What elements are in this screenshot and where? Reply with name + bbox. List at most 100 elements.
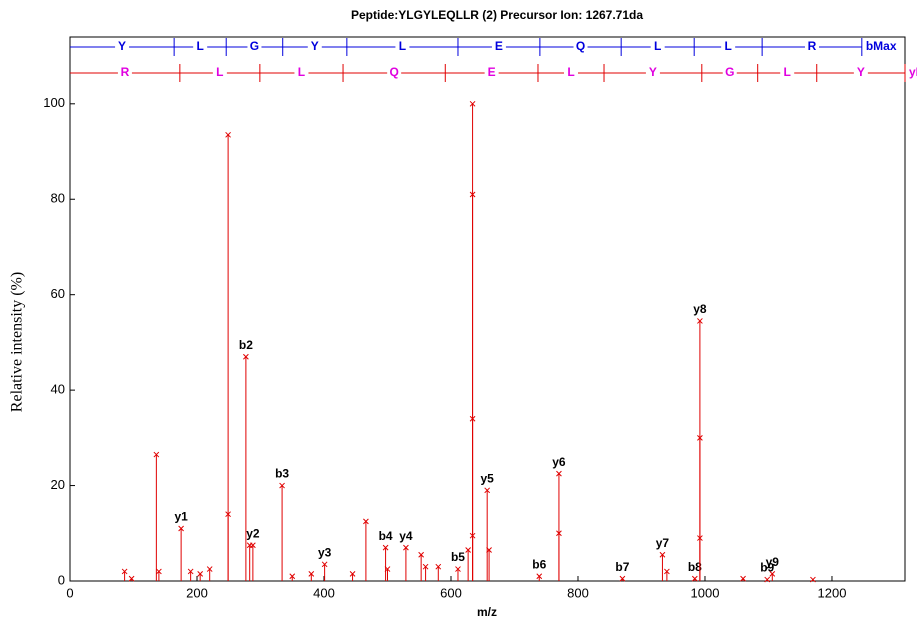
peak-marker [384,566,391,572]
ladder-residue: L [399,39,406,53]
ladder-name: bMax [866,39,897,53]
peak-marker [418,551,424,558]
peak-marker [769,570,776,577]
peak-marker [484,487,491,494]
peak-marker [178,525,184,532]
ladder-residue: Q [389,65,398,79]
peak-marker [197,570,204,577]
peak-marker [556,470,562,477]
peak-marker [250,542,256,549]
ladder-label-bg [307,40,322,54]
peak-marker [556,530,562,537]
peak-marker [697,434,703,441]
ladder-label-bg [247,40,262,54]
peak-marker [619,575,626,582]
ladder-label-bg [491,40,506,54]
ladder-residue: R [808,39,817,53]
ladder-label-bg [650,40,665,54]
peak-marker [469,100,476,107]
x-tick-label: 800 [567,585,589,600]
chart-title: Peptide:YLGYLEQLLR (2) Precursor Ion: 12… [351,8,643,22]
ladder-residue: Y [857,65,865,79]
y-tick-label: 40 [51,382,65,397]
x-tick-label: 1200 [818,585,847,600]
ladder-name: yMax [909,65,917,79]
peak-marker [764,576,771,583]
peak-marker [536,573,543,580]
peak-label: b8 [688,560,702,574]
peak-marker [469,532,476,539]
peak-marker [465,547,471,553]
y-tick-label: 60 [51,286,65,301]
ladder-label-bg [722,66,737,80]
ladder-residue: L [654,39,661,53]
peak-label: b2 [239,338,253,352]
y-tick-label: 0 [58,572,65,587]
ladder-residue: Y [118,39,126,53]
peak-label: b4 [379,529,393,543]
ladder-residue: G [250,39,259,53]
peak-marker [697,535,703,541]
ladder-label-bg [564,66,578,80]
ladder-label-bg [573,40,588,54]
ladder-residue: L [724,39,731,53]
y-axis-label: Relative intensity (%) [9,272,26,412]
ladder-residue: R [121,65,130,79]
ladder-label-bg [294,66,309,80]
peak-marker [128,575,135,582]
ladder-residue: Y [311,39,319,53]
x-tick-label: 200 [186,585,208,600]
peak-label: y3 [318,545,332,559]
peak-marker [664,568,670,575]
ladder-residue: Y [649,65,657,79]
peak-label: y1 [174,510,188,524]
peak-label: y5 [481,472,495,486]
peak-marker [153,451,160,458]
peak-marker [403,544,409,551]
ladder-label-bg [193,40,208,54]
ladder-residue: Q [576,39,585,53]
ladder-label-bg [484,66,499,80]
peak-marker [321,561,328,568]
ladder-residue: E [495,39,503,53]
peak-marker [486,547,492,553]
ladder-label-bg [117,66,132,80]
ladder-label-bg [721,40,736,54]
peak-marker [225,131,231,138]
peak-label: y7 [656,536,670,550]
peak-marker [121,568,128,575]
y-tick-label: 80 [51,191,65,206]
peak-marker [691,575,698,582]
peak-label: b6 [532,557,546,571]
ladder-label-bg [853,66,868,80]
peak-marker [697,318,703,324]
peak-marker [187,568,194,575]
x-tick-label: 0 [66,585,73,600]
peak-marker [206,566,213,572]
ladder-label-bg [395,40,410,54]
peak-marker [156,568,162,575]
ladder-label-bg [387,66,402,80]
peak-marker [469,191,476,198]
ladder-label-bg [780,66,795,80]
y-tick-label: 100 [43,95,65,110]
peak-label: y6 [552,455,566,469]
peak-marker [279,482,285,489]
x-tick-label: 1000 [691,585,720,600]
peak-label: y2 [246,526,260,540]
ladder-label-bg [645,66,660,80]
ladder-label-bg [212,66,227,80]
peak-marker [810,576,816,583]
peak-marker [469,415,476,422]
peak-marker [659,551,666,558]
peak-label: b5 [451,550,465,564]
peak-marker [349,570,356,577]
y-tick-label: 20 [51,477,65,492]
peak-marker [435,563,442,570]
peak-label: y8 [693,302,707,316]
x-tick-label: 400 [313,585,335,600]
ladder-residue: G [725,65,734,79]
ladder-residue: E [488,65,496,79]
peak-label: y4 [399,529,413,543]
